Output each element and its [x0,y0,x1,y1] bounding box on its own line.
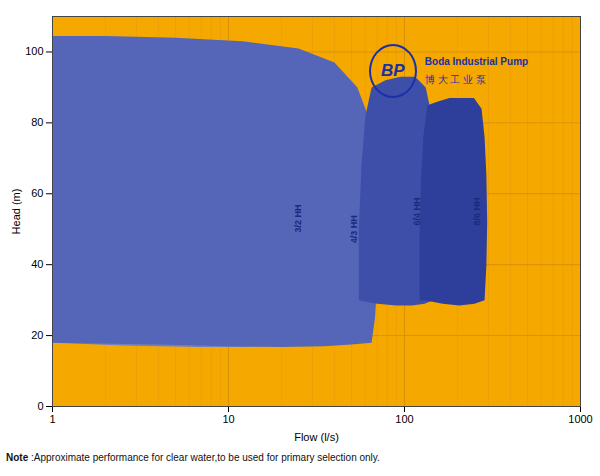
svg-text:Flow (l/s): Flow (l/s) [294,431,339,443]
html-text:Note:Approximate performance f: Note:Approximate performance for clear w… [6,452,380,463]
svg-text:6/4 HH: 6/4 HH [412,197,422,225]
svg-text:20: 20 [31,329,43,341]
svg-text:10: 10 [222,413,234,425]
svg-text:60: 60 [31,187,43,199]
svg-text:8/6 HH: 8/6 HH [472,197,482,225]
svg-text:100: 100 [395,413,413,425]
svg-text:0: 0 [37,400,43,412]
svg-text:3/2 HH: 3/2 HH [293,205,303,233]
svg-text:40: 40 [31,258,43,270]
svg-text:100: 100 [25,45,43,57]
html-text:Boda Industrial Pump: Boda Industrial Pump [424,55,529,67]
svg-text:1: 1 [49,413,55,425]
svg-text:80: 80 [31,116,43,128]
svg-text:4/3 HH: 4/3 HH [349,215,359,243]
svg-text:1000: 1000 [568,413,592,425]
svg-text:Head (m): Head (m) [10,189,22,235]
html-text:BP: BP [381,60,405,80]
html-text:博 大 工 业 泵: 博 大 工 业 泵 [424,73,486,85]
